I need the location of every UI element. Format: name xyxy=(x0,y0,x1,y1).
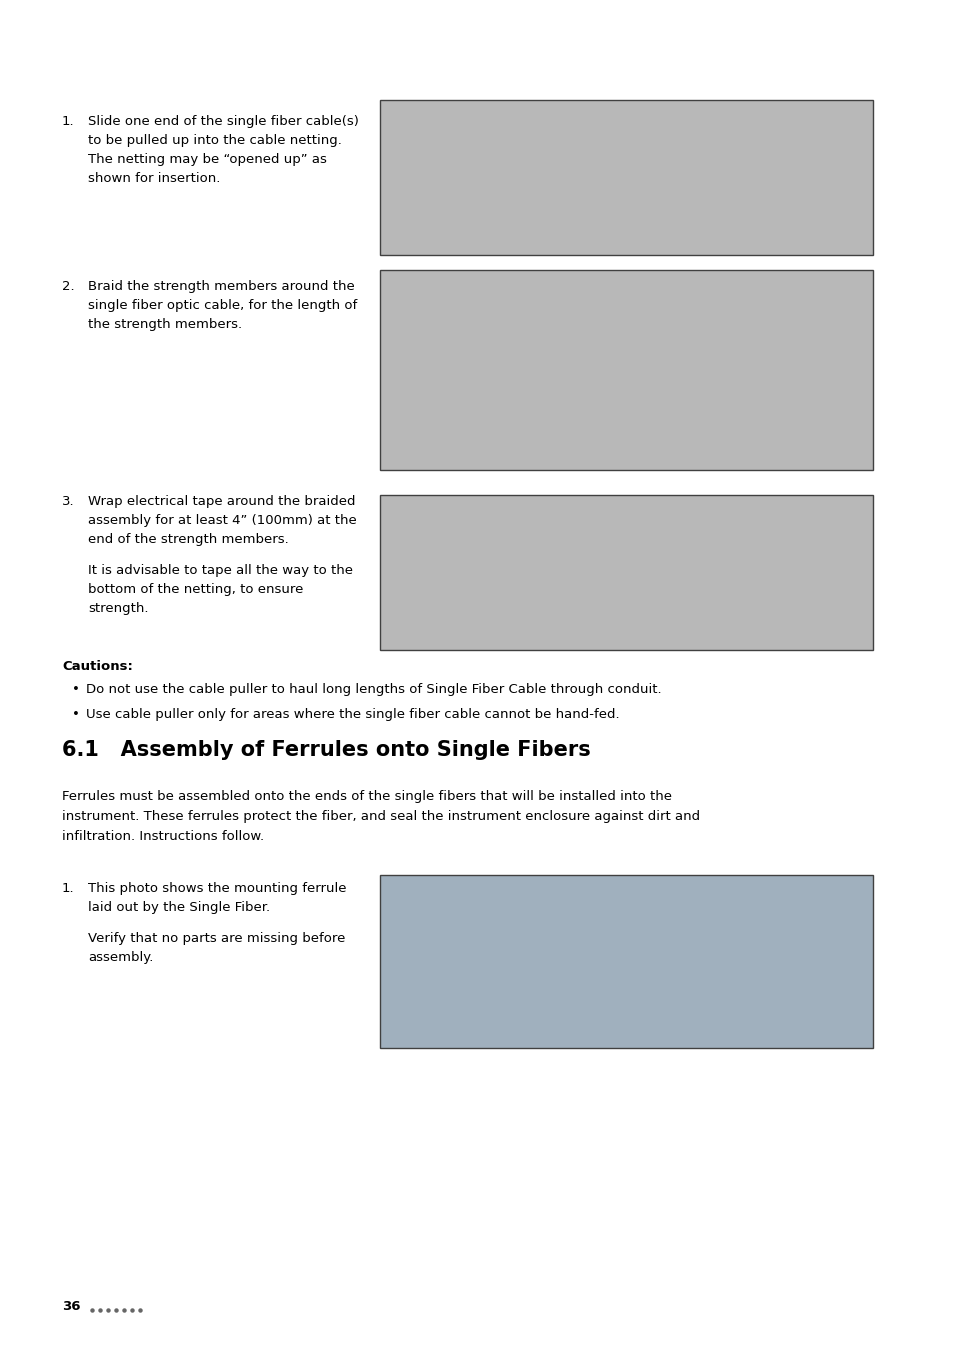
Text: 1.: 1. xyxy=(62,115,74,128)
Text: shown for insertion.: shown for insertion. xyxy=(88,171,220,185)
Text: •: • xyxy=(71,707,80,721)
Text: laid out by the Single Fiber.: laid out by the Single Fiber. xyxy=(88,900,270,914)
Text: single fiber optic cable, for the length of: single fiber optic cable, for the length… xyxy=(88,298,356,312)
Text: assembly.: assembly. xyxy=(88,950,153,964)
Text: 3.: 3. xyxy=(62,495,74,508)
Text: •: • xyxy=(71,683,80,697)
Text: 1.: 1. xyxy=(62,882,74,895)
Text: strength.: strength. xyxy=(88,602,149,616)
Bar xyxy=(379,100,872,255)
Bar xyxy=(379,875,872,1048)
Text: Cautions:: Cautions: xyxy=(62,660,132,674)
Text: infiltration. Instructions follow.: infiltration. Instructions follow. xyxy=(62,830,264,842)
Text: end of the strength members.: end of the strength members. xyxy=(88,533,289,545)
Text: bottom of the netting, to ensure: bottom of the netting, to ensure xyxy=(88,583,303,595)
Text: Use cable puller only for areas where the single fiber cable cannot be hand-fed.: Use cable puller only for areas where th… xyxy=(86,707,619,721)
Bar xyxy=(379,270,872,470)
Text: Do not use the cable puller to haul long lengths of Single Fiber Cable through c: Do not use the cable puller to haul long… xyxy=(86,683,661,697)
Bar xyxy=(379,495,872,649)
Text: Ferrules must be assembled onto the ends of the single fibers that will be insta: Ferrules must be assembled onto the ends… xyxy=(62,790,671,803)
Text: to be pulled up into the cable netting.: to be pulled up into the cable netting. xyxy=(88,134,341,147)
Text: 36: 36 xyxy=(62,1300,80,1314)
Text: It is advisable to tape all the way to the: It is advisable to tape all the way to t… xyxy=(88,564,353,576)
Text: Wrap electrical tape around the braided: Wrap electrical tape around the braided xyxy=(88,495,355,508)
Text: 2.: 2. xyxy=(62,279,74,293)
Text: This photo shows the mounting ferrule: This photo shows the mounting ferrule xyxy=(88,882,346,895)
Text: the strength members.: the strength members. xyxy=(88,319,242,331)
Text: 6.1   Assembly of Ferrules onto Single Fibers: 6.1 Assembly of Ferrules onto Single Fib… xyxy=(62,740,590,760)
Text: instrument. These ferrules protect the fiber, and seal the instrument enclosure : instrument. These ferrules protect the f… xyxy=(62,810,700,824)
Text: Braid the strength members around the: Braid the strength members around the xyxy=(88,279,355,293)
Text: Slide one end of the single fiber cable(s): Slide one end of the single fiber cable(… xyxy=(88,115,358,128)
Text: Verify that no parts are missing before: Verify that no parts are missing before xyxy=(88,931,345,945)
Text: assembly for at least 4” (100mm) at the: assembly for at least 4” (100mm) at the xyxy=(88,514,356,526)
Text: The netting may be “opened up” as: The netting may be “opened up” as xyxy=(88,153,327,166)
